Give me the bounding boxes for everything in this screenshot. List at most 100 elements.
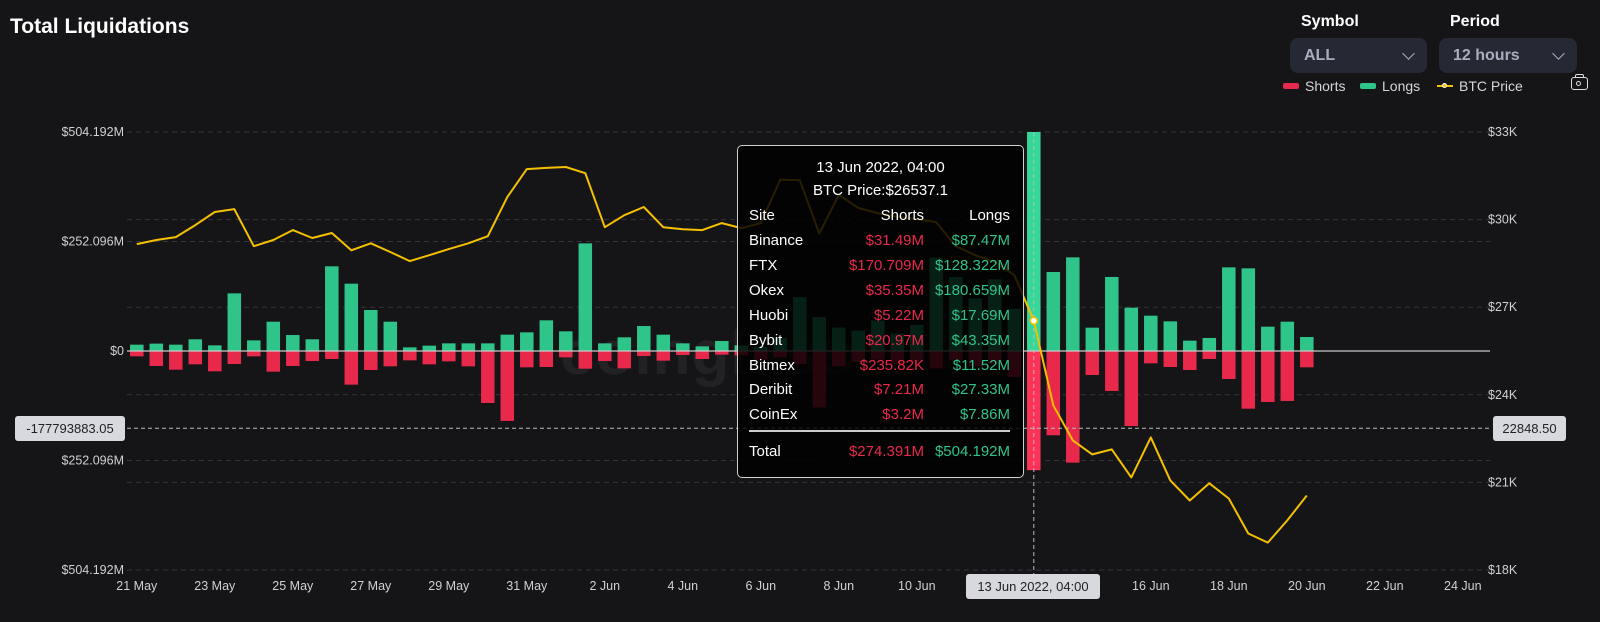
- shorts-bar[interactable]: [1105, 351, 1119, 391]
- shorts-bar[interactable]: [1222, 351, 1236, 380]
- shorts-bar[interactable]: [130, 351, 144, 357]
- shorts-bar[interactable]: [169, 351, 183, 370]
- longs-bar[interactable]: [1066, 257, 1080, 351]
- longs-bar[interactable]: [715, 341, 729, 351]
- shorts-bar[interactable]: [656, 351, 671, 361]
- longs-bar[interactable]: [676, 343, 690, 351]
- shorts-bar[interactable]: [481, 351, 495, 403]
- longs-bar[interactable]: [598, 343, 612, 351]
- legend-shorts[interactable]: Shorts: [1283, 78, 1345, 94]
- longs-bar[interactable]: [1183, 340, 1197, 351]
- shorts-bar[interactable]: [598, 351, 612, 361]
- longs-bar[interactable]: [149, 343, 164, 351]
- shorts-bar[interactable]: [676, 351, 690, 355]
- shorts-bar[interactable]: [422, 351, 437, 365]
- legend-btc-price[interactable]: BTC Price: [1437, 78, 1523, 94]
- longs-bar[interactable]: [442, 343, 456, 351]
- longs-bar[interactable]: [481, 343, 495, 351]
- longs-bar[interactable]: [637, 326, 651, 351]
- shorts-bar[interactable]: [344, 351, 359, 385]
- longs-bar[interactable]: [266, 321, 281, 351]
- shorts-bar[interactable]: [520, 351, 534, 368]
- longs-bar[interactable]: [559, 331, 573, 351]
- longs-bar[interactable]: [227, 293, 242, 351]
- longs-bar[interactable]: [286, 335, 300, 351]
- shorts-bar[interactable]: [149, 351, 164, 366]
- shorts-bar[interactable]: [695, 351, 710, 359]
- shorts-bar[interactable]: [500, 351, 515, 421]
- longs-bar[interactable]: [1085, 327, 1100, 351]
- shorts-bar[interactable]: [364, 351, 378, 370]
- longs-bar[interactable]: [403, 347, 417, 351]
- period-select[interactable]: 12 hours: [1439, 38, 1577, 73]
- longs-bar[interactable]: [1124, 307, 1139, 351]
- shorts-bar[interactable]: [1241, 351, 1256, 409]
- longs-bar[interactable]: [1163, 321, 1178, 351]
- shorts-bar[interactable]: [1280, 351, 1295, 401]
- longs-bar[interactable]: [1105, 276, 1119, 351]
- longs-bar[interactable]: [422, 345, 437, 351]
- shorts-bar[interactable]: [1085, 351, 1100, 375]
- shorts-bar[interactable]: [442, 351, 456, 362]
- longs-bar[interactable]: [1300, 337, 1314, 351]
- longs-bar[interactable]: [208, 345, 222, 351]
- shorts-bar[interactable]: [383, 351, 398, 367]
- shorts-bar[interactable]: [1163, 351, 1178, 367]
- shorts-bar[interactable]: [247, 351, 261, 357]
- longs-bar[interactable]: [578, 243, 593, 351]
- longs-bar[interactable]: [461, 343, 476, 351]
- longs-bar[interactable]: [695, 346, 710, 351]
- longs-bar[interactable]: [325, 266, 339, 351]
- shorts-bar[interactable]: [325, 351, 339, 359]
- longs-bar[interactable]: [364, 309, 378, 351]
- shorts-bar[interactable]: [266, 351, 281, 372]
- shorts-bar[interactable]: [286, 351, 300, 366]
- shorts-bar[interactable]: [1183, 351, 1197, 370]
- longs-bar[interactable]: [1261, 326, 1275, 351]
- shorts-bar[interactable]: [1300, 351, 1314, 368]
- longs-bar[interactable]: [500, 334, 515, 351]
- shorts-bar[interactable]: [1144, 351, 1158, 364]
- shorts-bar[interactable]: [461, 351, 476, 367]
- shorts-bar[interactable]: [208, 351, 222, 372]
- shorts-bar[interactable]: [578, 351, 593, 369]
- shorts-bar[interactable]: [1124, 351, 1139, 427]
- longs-bar[interactable]: [344, 283, 359, 351]
- longs-bar[interactable]: [1222, 267, 1236, 351]
- longs-bar[interactable]: [1144, 315, 1158, 351]
- tooltip-longs: $17.69M: [951, 306, 1010, 324]
- longs-bar[interactable]: [247, 340, 261, 351]
- longs-bar[interactable]: [617, 337, 632, 351]
- shorts-bar[interactable]: [1202, 351, 1217, 359]
- shorts-bar[interactable]: [1261, 351, 1275, 402]
- symbol-select[interactable]: ALL: [1290, 38, 1427, 73]
- longs-bar[interactable]: [188, 339, 203, 351]
- shorts-bar[interactable]: [1066, 351, 1080, 463]
- shorts-bar[interactable]: [227, 351, 242, 365]
- shorts-bar[interactable]: [305, 351, 320, 361]
- shorts-bar[interactable]: [403, 351, 417, 361]
- shorts-bar[interactable]: [559, 351, 573, 358]
- tooltip-divider: [749, 430, 1010, 432]
- longs-bar[interactable]: [1027, 132, 1041, 351]
- longs-bar[interactable]: [383, 321, 398, 351]
- longs-bar[interactable]: [1280, 321, 1295, 351]
- longs-bar[interactable]: [1046, 271, 1061, 351]
- camera-icon[interactable]: [1571, 74, 1588, 90]
- shorts-bar[interactable]: [1046, 351, 1061, 436]
- shorts-bar[interactable]: [539, 351, 554, 367]
- shorts-bar[interactable]: [188, 351, 203, 365]
- longs-bar[interactable]: [539, 320, 554, 351]
- shorts-bar[interactable]: [617, 351, 632, 369]
- shorts-bar[interactable]: [715, 351, 729, 355]
- longs-bar[interactable]: [656, 334, 671, 351]
- longs-bar[interactable]: [169, 344, 183, 351]
- shorts-bar[interactable]: [637, 351, 651, 356]
- longs-bar[interactable]: [1202, 337, 1217, 351]
- shorts-bar[interactable]: [1027, 351, 1041, 471]
- legend-longs[interactable]: Longs: [1360, 78, 1420, 94]
- longs-bar[interactable]: [520, 332, 534, 351]
- longs-bar[interactable]: [1241, 268, 1256, 351]
- longs-bar[interactable]: [130, 344, 144, 351]
- longs-bar[interactable]: [305, 339, 320, 351]
